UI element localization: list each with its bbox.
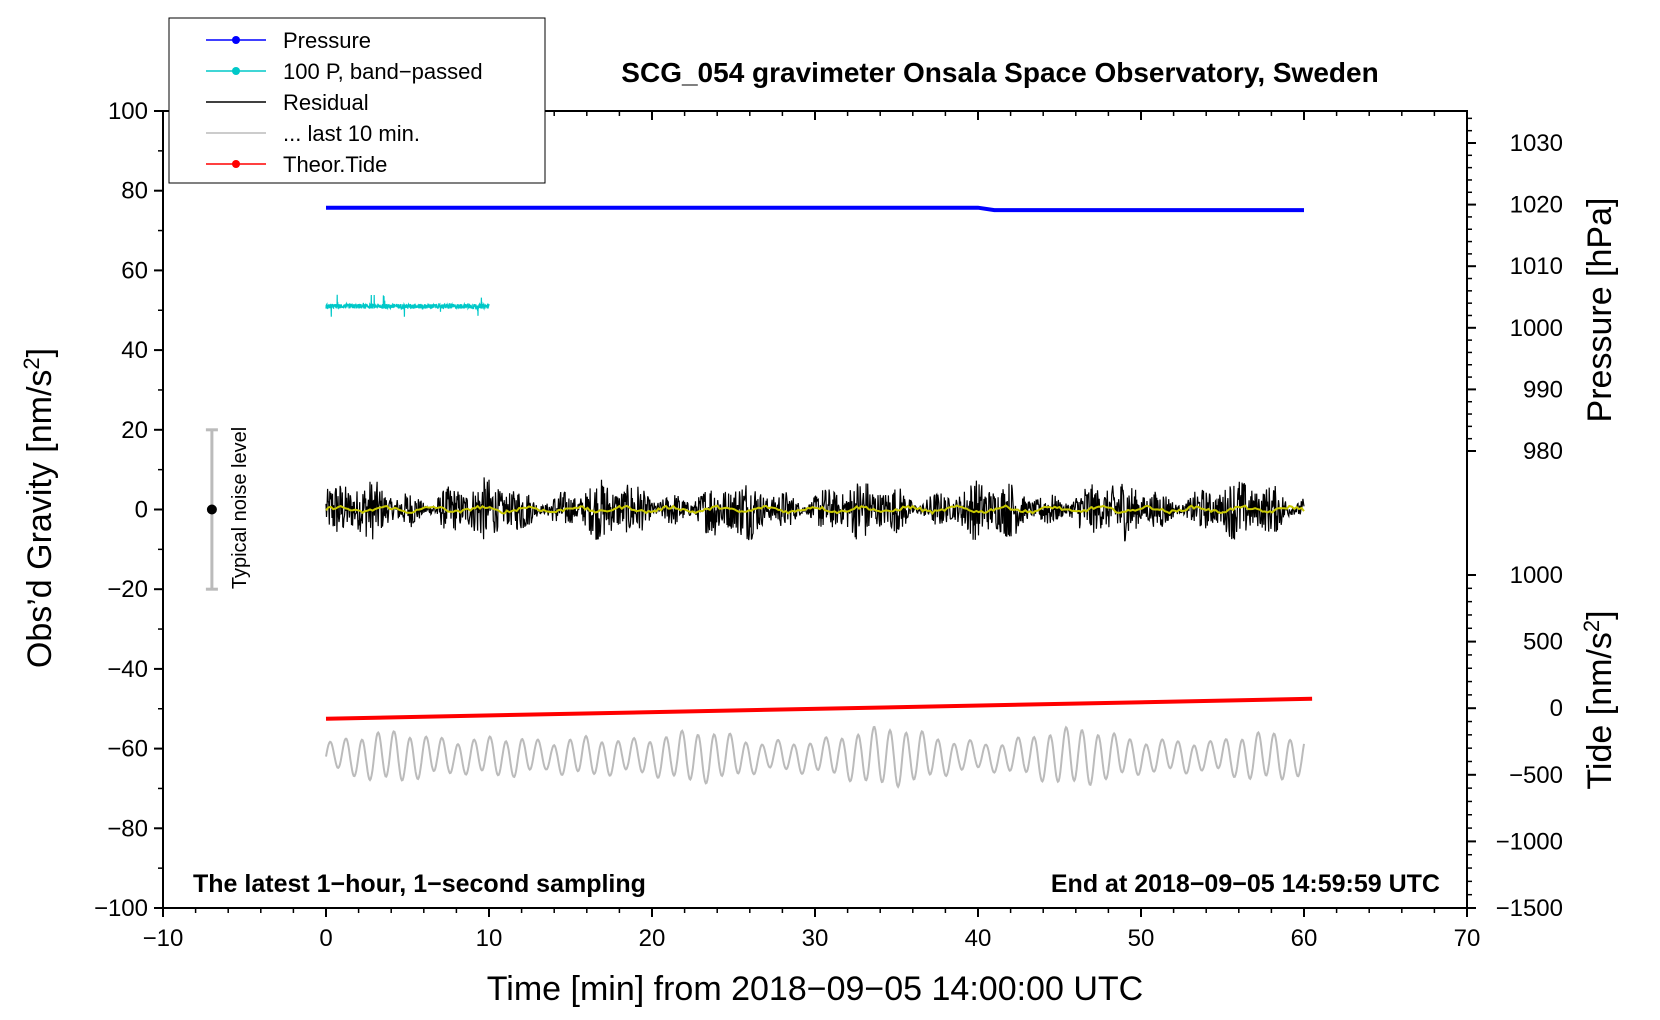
tide-tick-label: −1500 xyxy=(1496,895,1563,922)
x-tick-label: 30 xyxy=(802,925,829,952)
y-axis-tide-title: Tide [nm/s2] xyxy=(1579,610,1620,789)
series-theoretical-tide xyxy=(325,696,1313,721)
y-left-tick-label: 80 xyxy=(121,178,148,205)
series-pressure xyxy=(326,205,1304,213)
x-tick-label: 50 xyxy=(1128,925,1155,952)
tide-tick-label: 0 xyxy=(1550,695,1563,722)
pressure-tick-label: 1010 xyxy=(1510,253,1563,280)
tide-tick-label: 1000 xyxy=(1510,562,1563,589)
series-band-passed-pressure xyxy=(325,294,490,317)
y-left-tick-label: −20 xyxy=(107,576,148,603)
tide-tick-label: −1000 xyxy=(1496,828,1563,855)
x-axis-title: Time [min] from 2018−09−05 14:00:00 UTC xyxy=(487,970,1143,1008)
legend-label: Theor.Tide xyxy=(283,152,387,177)
y-left-tick-label: 20 xyxy=(121,417,148,444)
y-left-tick-label: 60 xyxy=(121,257,148,284)
legend-box xyxy=(168,17,546,184)
x-tick-label: 70 xyxy=(1454,925,1481,952)
tide-tick-label: −500 xyxy=(1509,762,1563,789)
x-tick-label: 10 xyxy=(476,925,503,952)
pressure-tick-label: 1020 xyxy=(1510,192,1563,219)
y-axis-left-title: Obs’d Gravity [nm/s2] xyxy=(19,348,60,668)
data-series xyxy=(325,205,1313,789)
noise-level-dot xyxy=(206,504,217,515)
y-left-tick-label: −100 xyxy=(94,895,148,922)
legend-marker xyxy=(232,36,240,44)
y-left-tick-label: 0 xyxy=(135,497,148,524)
legend-label: Residual xyxy=(283,90,369,115)
sampling-note: The latest 1−hour, 1−second sampling xyxy=(193,870,646,898)
legend-items: Pressure 100 P, band−passed Residual ... la… xyxy=(206,28,483,177)
tide-tick-label: 500 xyxy=(1523,629,1563,656)
x-tick-label: −10 xyxy=(143,925,184,952)
x-tick-label: 40 xyxy=(965,925,992,952)
y-left-tick-label: −80 xyxy=(107,815,148,842)
series-last-10-min xyxy=(325,725,1305,789)
chart-title: SCG_054 gravimeter Onsala Space Observat… xyxy=(621,57,1378,88)
series-residual xyxy=(325,477,1305,542)
x-tick-label: 20 xyxy=(639,925,666,952)
x-tick-label: 60 xyxy=(1291,925,1318,952)
x-tick-label: 0 xyxy=(319,925,332,952)
y-axis-pressure-title: Pressure [hPa] xyxy=(1581,198,1619,423)
series-smoothed-residual xyxy=(325,504,1305,515)
pressure-tick-label: 990 xyxy=(1523,376,1563,403)
legend-label: Pressure xyxy=(283,28,371,53)
noise-level-indicator: Typical noise level xyxy=(205,427,251,591)
axis-tick-labels: −10 0 10 20 30 40 50 60 70100806040200−20−40−60−… xyxy=(94,98,1563,952)
y-left-tick-label: 40 xyxy=(121,337,148,364)
pressure-tick-label: 980 xyxy=(1523,438,1563,465)
y-left-tick-label: −40 xyxy=(107,656,148,683)
legend-marker xyxy=(232,67,240,75)
legend-label: ... last 10 min. xyxy=(283,121,420,146)
pressure-tick-label: 1030 xyxy=(1510,130,1563,157)
legend-marker xyxy=(232,160,240,168)
legend-label: 100 P, band−passed xyxy=(283,59,483,84)
pressure-tick-label: 1000 xyxy=(1510,315,1563,342)
noise-level-label: Typical noise level xyxy=(229,427,251,589)
legend: Pressure 100 P, band−passed Residual ... la… xyxy=(168,17,546,184)
end-time-note: End at 2018−09−05 14:59:59 UTC xyxy=(1051,870,1440,898)
y-left-tick-label: −60 xyxy=(107,736,148,763)
y-left-tick-label: 100 xyxy=(108,98,148,125)
